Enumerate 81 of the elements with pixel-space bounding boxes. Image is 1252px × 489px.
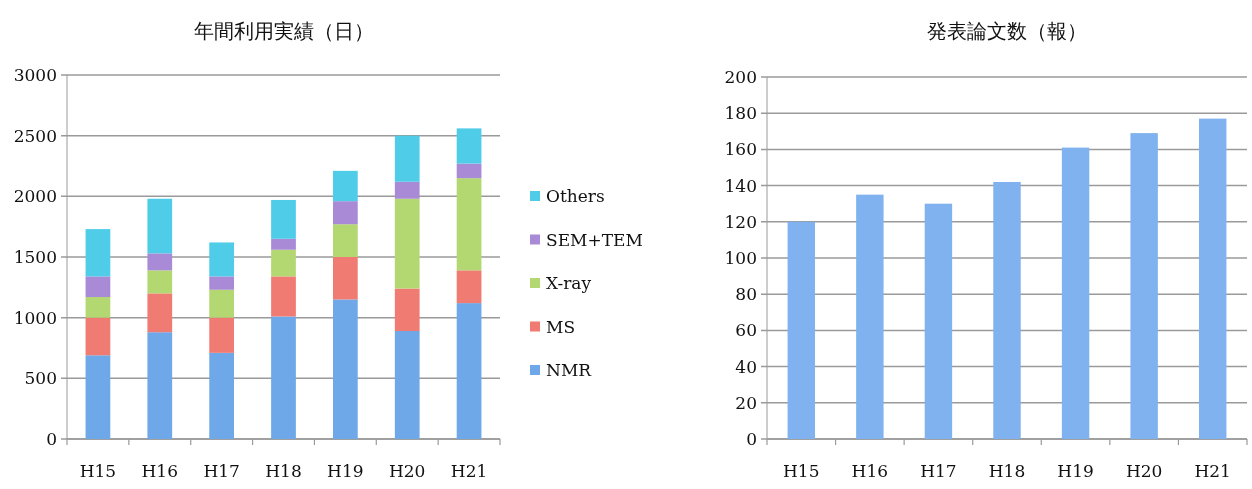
bar (147, 253, 173, 271)
y-tick-label: 1500 (13, 247, 57, 267)
bar (1061, 147, 1090, 439)
bar (332, 257, 358, 300)
bar (85, 355, 111, 439)
bar (456, 128, 482, 164)
bar (394, 288, 420, 332)
bar (85, 229, 111, 277)
bar (456, 303, 482, 439)
bar (147, 293, 173, 333)
bar (332, 224, 358, 257)
bar (1130, 133, 1158, 439)
bar (271, 238, 296, 250)
x-tick-label: H20 (1125, 461, 1163, 481)
bar (85, 276, 111, 298)
y-tick-label: 0 (746, 429, 757, 449)
y-tick-label: 3000 (13, 65, 57, 85)
bar (456, 270, 482, 304)
bar (394, 198, 420, 289)
x-tick-label: H15 (79, 461, 117, 481)
bar (147, 270, 173, 294)
bar (271, 316, 296, 439)
bar (856, 194, 884, 439)
bar (271, 199, 296, 239)
y-tick-label: 120 (724, 211, 757, 232)
y-tick-label: 140 (724, 175, 757, 196)
bar (209, 352, 235, 439)
bar (209, 289, 235, 318)
chart-title: 発表論文数（報） (927, 19, 1087, 43)
y-tick-label: 200 (724, 67, 757, 87)
bar (209, 242, 235, 277)
x-tick-label: H18 (988, 461, 1026, 481)
x-tick-label: H18 (265, 461, 302, 481)
x-tick-label: H20 (388, 461, 426, 481)
bar (456, 178, 482, 271)
x-tick-label: H21 (450, 461, 488, 481)
y-tick-label: 2500 (13, 125, 57, 146)
bar (209, 317, 235, 353)
x-tick-label: H15 (783, 461, 820, 481)
bar (394, 135, 420, 182)
y-tick-label: 20 (735, 392, 757, 413)
bar (993, 181, 1021, 439)
y-tick-label: 60 (735, 320, 757, 341)
x-tick-label: H19 (1057, 461, 1094, 481)
legend-label: Others (546, 186, 605, 206)
legend-label: SEM+TEM (546, 229, 643, 250)
chart-title: 年間利用実績（日） (193, 19, 374, 43)
bar (332, 170, 358, 202)
bar (85, 317, 111, 356)
bar (85, 297, 111, 318)
legend-label: X-ray (546, 273, 592, 293)
x-tick-label: H17 (920, 461, 957, 481)
y-tick-label: 500 (24, 368, 57, 389)
bar (271, 249, 296, 277)
y-tick-label: 80 (735, 284, 757, 305)
bar (147, 198, 173, 254)
y-tick-label: 160 (724, 139, 757, 160)
x-tick-label: H16 (851, 461, 889, 481)
legend-label: NMR (546, 360, 593, 380)
bar (147, 332, 173, 439)
bar (456, 163, 482, 179)
bar (271, 276, 296, 317)
bar (787, 221, 815, 439)
bar (209, 276, 235, 290)
y-tick-label: 100 (724, 248, 757, 268)
x-tick-label: H16 (141, 461, 179, 481)
y-tick-label: 40 (735, 356, 757, 377)
bar (924, 203, 953, 439)
bar (394, 181, 420, 199)
bar (332, 299, 358, 439)
y-tick-label: 0 (46, 429, 57, 449)
x-tick-label: H21 (1194, 461, 1231, 481)
bar (394, 331, 420, 439)
bar (332, 201, 358, 225)
x-tick-label: H19 (327, 461, 364, 481)
y-tick-label: 180 (724, 103, 757, 124)
x-tick-label: H17 (203, 461, 240, 481)
legend-label: MS (546, 316, 576, 337)
bar (1199, 118, 1227, 439)
y-tick-label: 2000 (13, 186, 57, 207)
y-tick-label: 1000 (13, 307, 57, 328)
